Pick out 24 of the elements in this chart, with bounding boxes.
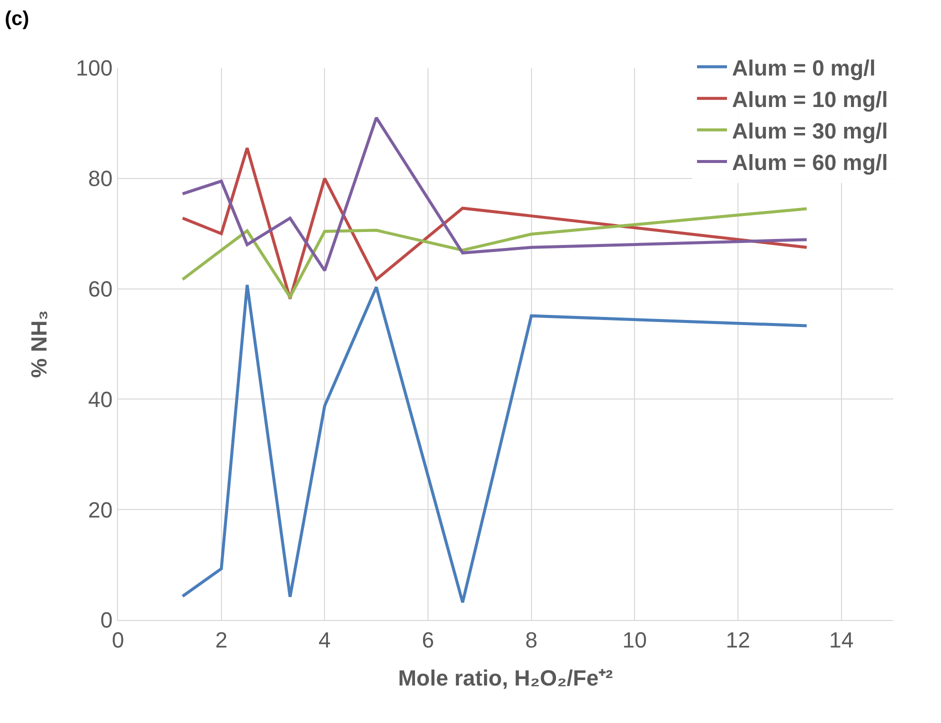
y-tick-label: 0 [100, 608, 113, 633]
legend-label: Alum = 60 mg/l [732, 150, 888, 176]
line-series [181, 207, 808, 299]
y-tick-label: 40 [88, 386, 113, 412]
x-tick-label: 2 [215, 627, 228, 652]
x-tick-label: 12 [726, 627, 750, 652]
y-tick-label: 60 [88, 276, 113, 302]
line-series [181, 283, 808, 604]
y-axis-title: % NH₃ [26, 310, 52, 378]
legend-label: Alum = 10 mg/l [732, 86, 888, 112]
x-tick-label: 6 [422, 627, 434, 652]
y-tick-label: 20 [88, 497, 113, 522]
line-series [181, 116, 808, 272]
x-tick-label: 10 [622, 627, 647, 652]
x-tick-label: 8 [525, 627, 538, 652]
y-tick-label: 80 [88, 166, 113, 192]
y-tick-label: 100 [76, 56, 113, 81]
x-tick-label: 4 [318, 627, 331, 652]
chart-title: (c) [4, 8, 30, 30]
line-series [181, 146, 808, 300]
x-tick-label: 14 [829, 627, 854, 652]
x-axis-title: Mole ratio, H₂O₂/Fe⁺² [398, 665, 613, 690]
legend-label: Alum = 30 mg/l [732, 118, 888, 144]
legend-label: Alum = 0 mg/l [732, 55, 876, 80]
